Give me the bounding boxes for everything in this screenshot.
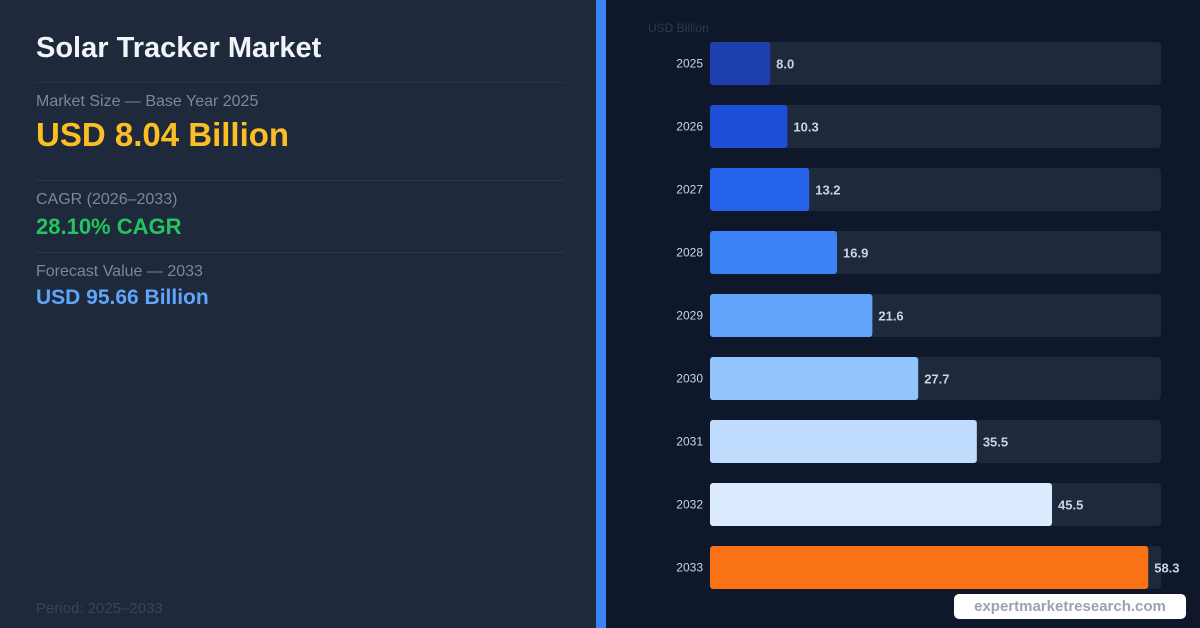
value-label: 45.5 — [1058, 498, 1083, 513]
bar-2025 — [710, 42, 771, 85]
year-label: 2029 — [676, 309, 703, 323]
value-label: 13.2 — [815, 183, 840, 198]
bar-2033 — [710, 546, 1149, 589]
cagr-label: CAGR (2026–2033) — [36, 191, 178, 208]
bar-2029 — [710, 294, 873, 337]
year-label: 2025 — [676, 57, 703, 71]
year-label: 2032 — [676, 498, 703, 512]
cagr-value: 28.10% CAGR — [36, 214, 182, 239]
bar-2027 — [710, 168, 810, 211]
year-label: 2027 — [676, 183, 703, 197]
accent-divider — [596, 0, 606, 628]
value-label: 35.5 — [983, 435, 1008, 450]
value-label: 21.6 — [878, 309, 903, 324]
market-size-value: USD 8.04 Billion — [36, 116, 290, 153]
forecast-label: Forecast Value — 2033 — [36, 263, 203, 280]
value-label: 8.0 — [776, 57, 794, 72]
value-label: 58.3 — [1154, 561, 1179, 576]
year-label: 2033 — [676, 561, 703, 575]
year-label: 2030 — [676, 372, 703, 386]
bar-2030 — [710, 357, 919, 400]
bar-track — [710, 168, 1161, 211]
divider — [36, 82, 564, 83]
divider — [36, 252, 564, 253]
market-size-label: Market Size — Base Year 2025 — [36, 93, 259, 110]
value-label: 16.9 — [843, 246, 868, 261]
unit-label: USD Billion — [648, 21, 709, 35]
value-label: 10.3 — [793, 120, 818, 135]
forecast-value: USD 95.66 Billion — [36, 286, 209, 309]
year-label: 2026 — [676, 120, 703, 134]
summary-panel: Solar Tracker Market Market Size — Base … — [0, 0, 596, 628]
bar-track — [710, 105, 1161, 148]
year-label: 2031 — [676, 435, 703, 449]
year-label: 2028 — [676, 246, 703, 260]
page-title: Solar Tracker Market — [36, 32, 322, 64]
bar-2031 — [710, 420, 977, 463]
divider — [36, 180, 564, 181]
bar-track — [710, 42, 1161, 85]
bar-2032 — [710, 483, 1053, 526]
bar-2026 — [710, 105, 788, 148]
bar-2028 — [710, 231, 838, 274]
period-text: Period: 2025–2033 — [36, 600, 163, 617]
watermark-badge[interactable]: expertmarketresearch.com — [954, 594, 1186, 619]
value-label: 27.7 — [924, 372, 949, 387]
